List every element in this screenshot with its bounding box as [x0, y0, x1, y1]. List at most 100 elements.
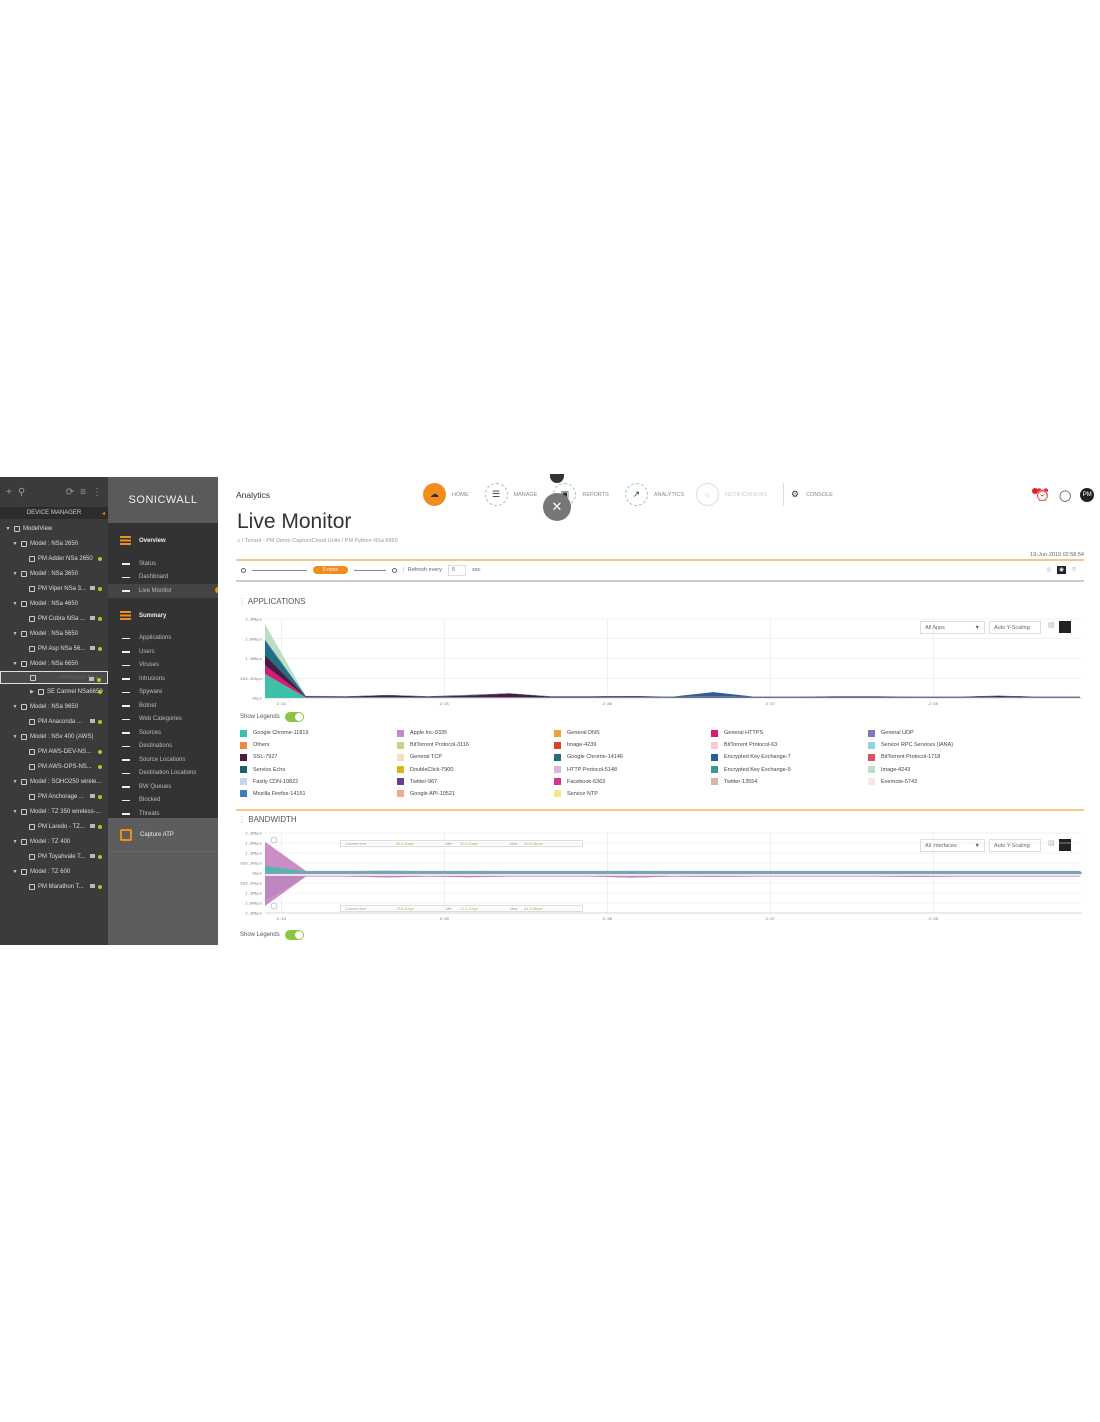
caret-down-icon[interactable]: ▼	[12, 600, 18, 607]
record-icon[interactable]: ◉	[1057, 566, 1066, 574]
tree-node-model[interactable]: ▼ Model : TZ 600	[0, 864, 108, 879]
legend-item[interactable]: Encrypted Key Exchange-5	[711, 766, 868, 774]
tree-node-device[interactable]: PM Python NSa...	[0, 671, 108, 684]
slider-start[interactable]	[241, 567, 246, 573]
breadcrumb-path[interactable]: / Tenant - PM Demo CaptureCloud Units / …	[241, 538, 398, 544]
nav-home[interactable]: ☁ HOME	[423, 483, 469, 506]
home-icon[interactable]: ⌂	[237, 538, 241, 544]
menu-summary[interactable]: Summary	[108, 604, 218, 628]
tree-node-device[interactable]: PM AWS-DEV-NS...	[0, 744, 108, 759]
checkbox[interactable]	[29, 853, 35, 860]
y-scaling-select[interactable]: Auto Y-Scaling	[989, 839, 1041, 852]
legend-item[interactable]: Apple Inc-9335	[397, 729, 554, 737]
plus-icon[interactable]: +	[6, 486, 12, 498]
menu-item-intrusions[interactable]: Intrusions	[108, 672, 218, 686]
refresh-icon[interactable]: ⟳	[65, 486, 75, 498]
checkbox[interactable]	[29, 555, 35, 562]
legend-item[interactable]: General DNS	[554, 729, 711, 737]
drag-handle-icon[interactable]: ⋮	[238, 597, 246, 606]
interfaces-filter-select[interactable]: All Interfaces ▼	[920, 839, 985, 852]
menu-item-source-locations[interactable]: Source Locations	[108, 753, 218, 767]
legend-item[interactable]: Fastly CDN-10822	[240, 778, 397, 786]
collapse-arrow-icon[interactable]: ◂	[101, 510, 105, 517]
legend-item[interactable]: SSL-7927	[240, 753, 397, 761]
menu-item-sources[interactable]: Sources	[108, 726, 218, 740]
slider-end[interactable]	[391, 567, 397, 573]
caret-down-icon[interactable]: ▼	[12, 570, 18, 577]
tree-node-device[interactable]: PM Anchorage ...	[0, 789, 108, 804]
legend-item[interactable]: General TCP	[397, 753, 554, 761]
slider-track[interactable]	[252, 569, 307, 571]
tree-node-model[interactable]: ▼ Model : TZ 400	[0, 834, 108, 849]
monitor-icon[interactable]	[89, 677, 94, 681]
monitor-icon[interactable]	[90, 884, 95, 888]
legend-item[interactable]: BitTorrent Protocol-3116	[397, 741, 554, 749]
tree-node-model[interactable]: ▼ Model : NSa 4650	[0, 596, 108, 611]
caret-right-icon[interactable]: ▶	[30, 688, 34, 695]
pull-tab-handle[interactable]	[550, 474, 564, 483]
tree-node-model[interactable]: ▼ Model : NSa 9650	[0, 699, 108, 714]
checkbox[interactable]	[29, 883, 35, 890]
checkbox[interactable]	[29, 748, 35, 755]
checkbox[interactable]	[30, 674, 36, 681]
checkbox[interactable]	[29, 718, 35, 725]
line-chart-icon[interactable]: ▤	[1048, 840, 1055, 847]
monitor-icon[interactable]	[90, 794, 95, 798]
menu-item-spyware[interactable]: Spyware	[108, 686, 218, 700]
checkbox[interactable]	[29, 585, 35, 592]
caret-down-icon[interactable]: ▼	[5, 525, 11, 532]
tree-node-device[interactable]: PM Laredo - TZ...	[0, 819, 108, 834]
menu-item-botnet[interactable]: Botnet	[108, 699, 218, 713]
menu-item-threats[interactable]: Threats	[108, 807, 218, 821]
tree-node-root[interactable]: ▼ ModelView	[0, 521, 108, 536]
legend-item[interactable]: Image-4243	[868, 766, 1025, 774]
caret-down-icon[interactable]: ▼	[12, 868, 18, 875]
search-icon[interactable]: ⚲	[17, 486, 26, 498]
legend-item[interactable]: Facebook-6363	[554, 778, 711, 786]
caret-down-icon[interactable]: ▼	[12, 660, 18, 667]
y-scaling-select[interactable]: Auto Y-Scaling	[989, 621, 1041, 634]
monitor-icon[interactable]	[90, 824, 95, 828]
menu-item-live-monitor[interactable]: Live Monitor	[108, 584, 218, 598]
tree-node-device[interactable]: PM Cobra NSa ...	[0, 611, 108, 626]
legend-item[interactable]: Twitter-13554	[711, 778, 868, 786]
legend-item[interactable]: Encrypted Key Exchange-7	[711, 753, 868, 761]
tree-node-device[interactable]: PM Viper NSa 3...	[0, 581, 108, 596]
legend-item[interactable]: General HTTPS	[711, 729, 868, 737]
legend-item[interactable]: BitTorrent Protocol-63	[711, 741, 868, 749]
lightbulb-icon[interactable]: ◯	[1058, 489, 1072, 502]
tree-node-model[interactable]: ▼ Model : NSa 3650	[0, 566, 108, 581]
info-icon[interactable]	[270, 836, 278, 844]
user-avatar[interactable]: PM	[1080, 488, 1095, 502]
pause-icon[interactable]: ◎	[1046, 567, 1052, 573]
nav-manage[interactable]: ☰ MANAGE	[484, 483, 537, 506]
info-icon[interactable]	[270, 902, 278, 910]
legend-item[interactable]: Others	[240, 741, 397, 749]
show-legends-toggle[interactable]	[284, 930, 304, 940]
tree-node-model[interactable]: ▼ Model : NSa 5650	[0, 626, 108, 641]
legend-item[interactable]: BitTorrent Protocol-1718	[868, 753, 1025, 761]
tree-node-model[interactable]: ▼ Model : NSa 6650	[0, 656, 108, 671]
menu-item-destinations[interactable]: Destinations	[108, 740, 218, 754]
alarm-clock-icon[interactable]: ⏰	[1032, 488, 1050, 502]
monitor-icon[interactable]	[90, 646, 95, 650]
tree-node-model[interactable]: ▼ Model : SOHO250 wirele...	[0, 774, 108, 789]
tree-node-device[interactable]: ▶ SE Carmel NSa6650	[0, 684, 108, 699]
checkbox[interactable]	[38, 688, 44, 695]
monitor-icon[interactable]	[90, 854, 95, 858]
legend-item[interactable]: Twitter-967	[397, 778, 554, 786]
location-pin-icon[interactable]: ⚲	[1071, 567, 1076, 573]
caret-down-icon[interactable]: ▼	[12, 703, 18, 710]
menu-item-dashboard[interactable]: Dashboard	[108, 571, 218, 585]
monitor-icon[interactable]	[90, 586, 95, 590]
monitor-icon[interactable]	[90, 719, 95, 723]
apps-filter-select[interactable]: All Apps ▼	[920, 621, 985, 634]
legend-item[interactable]: Service NTP	[554, 790, 711, 798]
legend-item[interactable]: Image-4239	[554, 741, 711, 749]
list-icon[interactable]: ≡	[80, 486, 86, 498]
line-chart-icon[interactable]: ▤	[1048, 622, 1055, 629]
checkbox[interactable]	[29, 823, 35, 830]
tree-node-device[interactable]: PM Anaconda ...	[0, 714, 108, 729]
legend-item[interactable]: Google Chrome-14146	[554, 753, 711, 761]
caret-down-icon[interactable]: ▼	[12, 778, 18, 785]
